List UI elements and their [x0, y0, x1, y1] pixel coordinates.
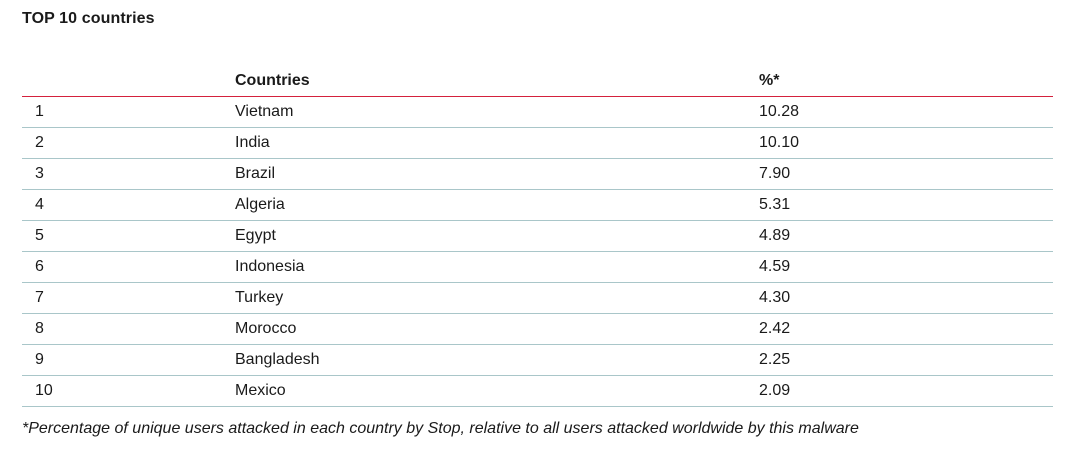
percent-cell: 2.42 [759, 320, 791, 337]
percent-cell: 5.31 [759, 196, 791, 213]
percent-cell: 10.28 [759, 103, 800, 120]
rank-cell: 6 [35, 258, 44, 275]
percent-cell: 4.59 [759, 258, 791, 275]
rank-cell: 4 [35, 196, 44, 213]
country-cell: Vietnam [235, 103, 294, 120]
table-row: 10 Mexico 2.09 [22, 376, 1053, 407]
table-footnote: *Percentage of unique users attacked in … [22, 420, 859, 437]
countries-table: Countries %* 1 Vietnam 10.28 2 India 10.… [22, 66, 1053, 407]
country-cell: Egypt [235, 227, 276, 244]
table-row: 4 Algeria 5.31 [22, 190, 1053, 221]
table-row: 5 Egypt 4.89 [22, 221, 1053, 252]
table-title: TOP 10 countries [22, 10, 155, 27]
percent-cell: 4.89 [759, 227, 791, 244]
country-cell: Brazil [235, 165, 276, 182]
percent-cell: 4.30 [759, 289, 791, 306]
table-row: 7 Turkey 4.30 [22, 283, 1053, 314]
rank-cell: 1 [35, 103, 44, 120]
rank-cell: 7 [35, 289, 44, 306]
percent-cell: 10.10 [759, 134, 800, 151]
country-cell: India [235, 134, 270, 151]
percent-cell: 2.25 [759, 351, 791, 368]
country-cell: Algeria [235, 196, 285, 213]
country-cell: Morocco [235, 320, 297, 337]
rank-cell: 2 [35, 134, 44, 151]
country-cell: Bangladesh [235, 351, 320, 368]
table-row: 3 Brazil 7.90 [22, 159, 1053, 190]
rank-cell: 3 [35, 165, 44, 182]
table-row: 8 Morocco 2.42 [22, 314, 1053, 345]
percent-cell: 7.90 [759, 165, 791, 182]
country-cell: Turkey [235, 289, 284, 306]
table-row: 9 Bangladesh 2.25 [22, 345, 1053, 376]
country-cell: Indonesia [235, 258, 305, 275]
header-percent: %* [759, 72, 780, 89]
table-row: 2 India 10.10 [22, 128, 1053, 159]
header-countries: Countries [235, 72, 310, 89]
percent-cell: 2.09 [759, 382, 791, 399]
rank-cell: 10 [35, 382, 53, 399]
table-row: 6 Indonesia 4.59 [22, 252, 1053, 283]
country-cell: Mexico [235, 382, 286, 399]
table-header-row: Countries %* [22, 66, 1053, 97]
rank-cell: 8 [35, 320, 44, 337]
rank-cell: 5 [35, 227, 44, 244]
rank-cell: 9 [35, 351, 44, 368]
table-row: 1 Vietnam 10.28 [22, 97, 1053, 128]
